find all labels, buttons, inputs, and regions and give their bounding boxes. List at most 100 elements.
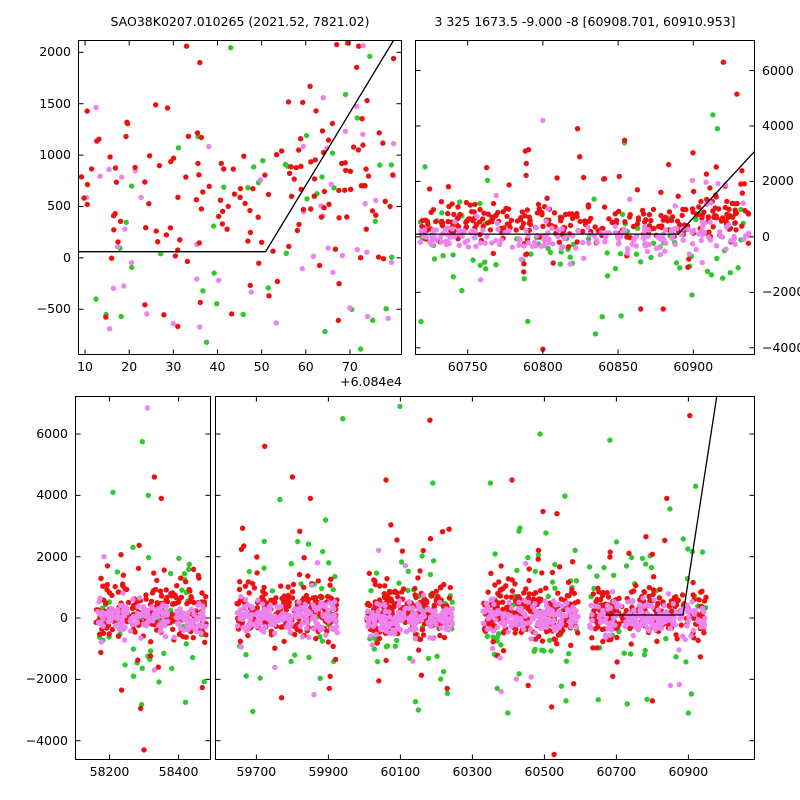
data-point-red <box>376 635 383 642</box>
data-point-red <box>712 192 719 198</box>
data-point-violet <box>698 237 705 244</box>
data-point-red <box>690 188 697 195</box>
data-point-green <box>595 697 601 703</box>
data-point-violet <box>481 620 487 627</box>
data-point-green <box>495 631 502 637</box>
data-point-violet <box>528 636 534 642</box>
data-point-red <box>380 256 387 262</box>
y-tick-label: 2000 <box>762 173 794 189</box>
data-point-violet <box>484 626 490 632</box>
data-point-violet <box>684 602 690 608</box>
data-point-violet <box>261 625 267 631</box>
data-point-green <box>685 546 691 552</box>
x-tick-label: 58400 <box>158 764 199 779</box>
data-point-red <box>427 536 434 542</box>
data-point-violet <box>129 621 136 628</box>
data-point-red <box>180 633 186 640</box>
data-point-violet <box>561 235 567 242</box>
data-point-red <box>300 206 307 213</box>
data-point-red <box>562 211 569 218</box>
data-point-red <box>251 585 258 591</box>
data-point-red <box>344 214 350 220</box>
data-point-red <box>489 621 495 628</box>
fit-line <box>415 150 755 235</box>
data-point-red <box>103 314 109 320</box>
data-point-red <box>262 172 268 178</box>
data-point-red <box>416 647 422 653</box>
data-point-green <box>221 184 227 190</box>
data-point-violet <box>320 611 326 618</box>
data-point-green <box>648 564 655 571</box>
data-point-violet <box>300 143 306 150</box>
data-point-violet <box>424 606 430 613</box>
data-point-red <box>399 589 405 595</box>
data-point-red <box>281 638 287 645</box>
data-point-green <box>243 652 249 658</box>
data-point-red <box>384 593 390 600</box>
data-point-red <box>657 224 663 230</box>
data-point-green <box>130 673 137 679</box>
data-point-red <box>571 590 577 597</box>
x-tick-label: 60100 <box>380 764 421 779</box>
data-point-red <box>471 209 477 215</box>
data-point-green <box>398 559 405 565</box>
data-point-red <box>621 137 628 143</box>
data-point-green <box>405 568 411 574</box>
y-tick-label: −4000 <box>762 339 800 355</box>
data-point-red <box>690 592 696 598</box>
data-point-green <box>516 528 522 534</box>
data-point-red <box>495 590 501 597</box>
data-point-red <box>98 575 104 582</box>
data-point-red <box>115 239 121 245</box>
data-point-green <box>168 570 174 577</box>
data-point-red <box>120 572 127 578</box>
data-point-violet <box>378 626 384 633</box>
data-point-violet <box>197 324 203 330</box>
data-point-red <box>569 215 576 222</box>
data-point-green <box>373 570 380 576</box>
data-point-red <box>536 633 542 639</box>
data-point-green <box>265 285 271 291</box>
data-point-violet <box>478 277 484 283</box>
data-point-violet <box>486 614 492 620</box>
data-point-red <box>206 183 212 189</box>
data-point-red <box>292 631 298 638</box>
y-tick-label: 2000 <box>36 548 68 564</box>
data-point-violet <box>280 617 286 623</box>
data-point-red <box>664 218 671 224</box>
data-point-red <box>606 216 612 222</box>
data-point-violet <box>624 246 631 252</box>
data-point-green <box>531 648 537 654</box>
data-point-green <box>621 650 627 656</box>
data-point-violet <box>364 249 370 255</box>
data-point-red <box>342 160 348 166</box>
data-point-red <box>518 214 524 221</box>
data-point-violet <box>412 636 418 642</box>
data-point-violet <box>489 240 495 246</box>
data-point-red <box>490 200 497 207</box>
data-point-green <box>683 659 689 665</box>
data-point-red <box>525 147 532 153</box>
data-point-red <box>104 587 110 593</box>
data-point-red <box>390 172 396 178</box>
data-point-green <box>440 253 446 259</box>
data-point-violet <box>272 630 278 636</box>
data-point-red <box>487 227 494 233</box>
data-point-violet <box>429 242 435 248</box>
data-point-violet <box>695 617 701 623</box>
data-point-red <box>335 317 342 324</box>
data-point-violet <box>406 599 412 606</box>
data-point-red <box>726 206 732 212</box>
data-point-green <box>257 675 263 681</box>
data-point-violet <box>543 233 549 239</box>
fit-line <box>78 40 395 253</box>
data-point-violet <box>170 321 176 327</box>
data-point-red <box>296 571 303 578</box>
data-point-red <box>348 186 354 192</box>
data-point-red <box>564 593 570 599</box>
data-point-red <box>154 600 160 606</box>
data-point-violet <box>656 244 662 251</box>
data-point-green <box>139 665 145 671</box>
data-point-violet <box>283 624 290 630</box>
data-point-red <box>427 417 433 423</box>
